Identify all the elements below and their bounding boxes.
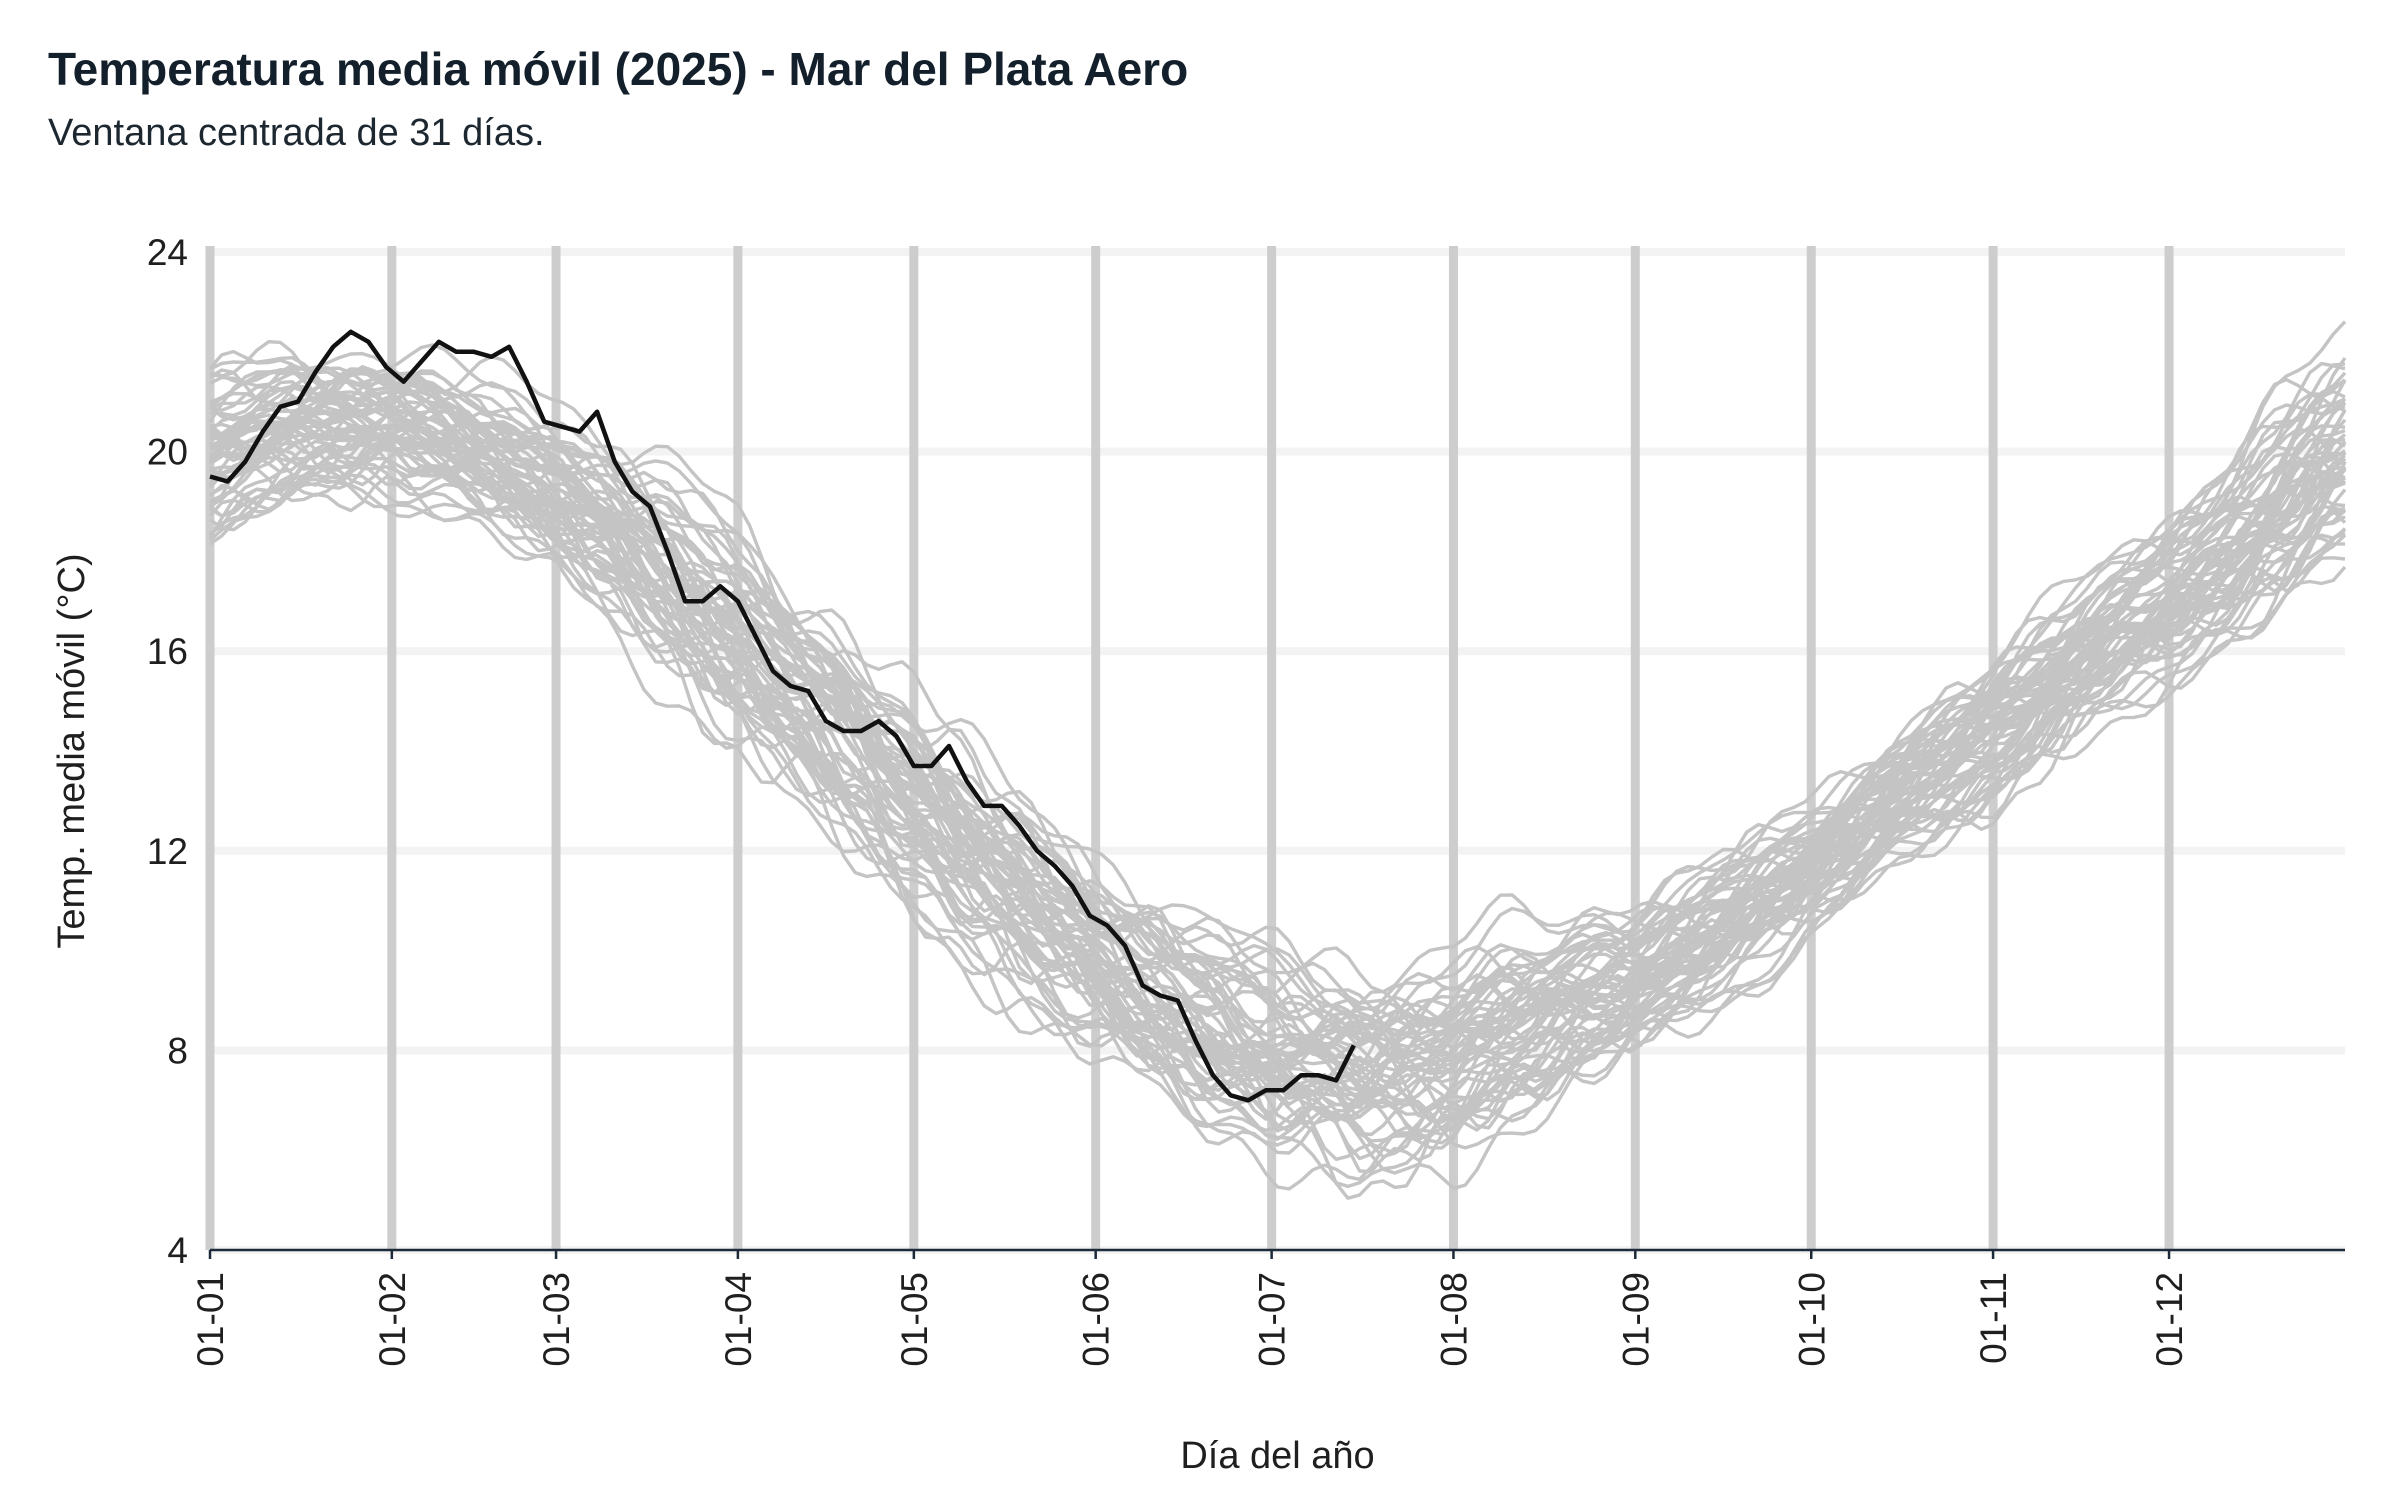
- historical-series-line-14: [208, 440, 2347, 1130]
- x-tick-label-3: 01-04: [718, 1272, 759, 1367]
- historical-series-line-21: [209, 340, 2347, 1037]
- historical-series-line-32: [208, 320, 2347, 1018]
- historical-series-line-50: [209, 396, 2346, 1100]
- historical-series-line-55: [208, 371, 2346, 1084]
- historical-series-line-29: [208, 439, 2347, 1190]
- x-axis-label: Día del año: [1180, 1435, 1374, 1477]
- historical-series-line-54: [209, 370, 2347, 1092]
- y-axis-label: Temp. media móvil (°C): [51, 553, 93, 948]
- historical-series-line-59: [208, 433, 2346, 1137]
- historical-series-line-28: [209, 379, 2347, 1049]
- historical-series-line-56: [209, 447, 2346, 1150]
- x-tick-label-6: 01-07: [1252, 1272, 1293, 1367]
- historical-series-line-31: [209, 455, 2347, 1189]
- historical-series-line-39: [208, 440, 2347, 1142]
- x-tick-label-11: 01-12: [2149, 1272, 2190, 1367]
- y-tick-label-2: 12: [147, 831, 188, 872]
- x-tick-label-9: 01-10: [1791, 1272, 1832, 1367]
- y-tick-labels: 4 8 12 16 20 24: [147, 232, 188, 1271]
- historical-series-line-38: [209, 443, 2347, 1147]
- y-tick-label-1: 8: [167, 1030, 188, 1071]
- historical-series-line-43: [209, 404, 2346, 1133]
- x-tick-label-10: 01-11: [1973, 1272, 2014, 1364]
- historical-series-line-49: [209, 390, 2346, 1074]
- current-series-group: [209, 329, 1356, 1103]
- x-tick-label-1: 01-02: [372, 1272, 413, 1367]
- x-tick-label-0: 01-01: [190, 1272, 231, 1367]
- y-tick-label-0: 4: [167, 1230, 188, 1271]
- x-tick-label-7: 01-08: [1433, 1272, 1474, 1367]
- x-tick-label-5: 01-06: [1076, 1272, 1117, 1367]
- historical-series-group: [208, 320, 2347, 1200]
- y-tick-label-4: 20: [147, 432, 188, 473]
- x-tick-label-8: 01-09: [1615, 1272, 1656, 1367]
- x-tick-label-4: 01-05: [894, 1272, 935, 1367]
- historical-series-line-57: [208, 423, 2346, 1161]
- x-tick-labels: 01-01 01-02 01-03 01-04 01-05 01-06 01-07 01-08…: [190, 1272, 2190, 1367]
- historical-series-line-17: [208, 349, 2346, 1049]
- historical-series-line-52: [209, 385, 2347, 1103]
- series-line-2025: [209, 329, 1356, 1103]
- axes: [208, 1248, 2345, 1259]
- y-tick-label-3: 16: [147, 631, 188, 672]
- chart-subtitle: Ventana centrada de 31 días.: [48, 112, 545, 154]
- chart-title: Temperatura media móvil (2025) - Mar del…: [48, 43, 1189, 95]
- y-tick-label-5: 24: [147, 232, 188, 273]
- historical-series-line-58: [209, 409, 2347, 1096]
- x-tick-label-2: 01-03: [536, 1272, 577, 1367]
